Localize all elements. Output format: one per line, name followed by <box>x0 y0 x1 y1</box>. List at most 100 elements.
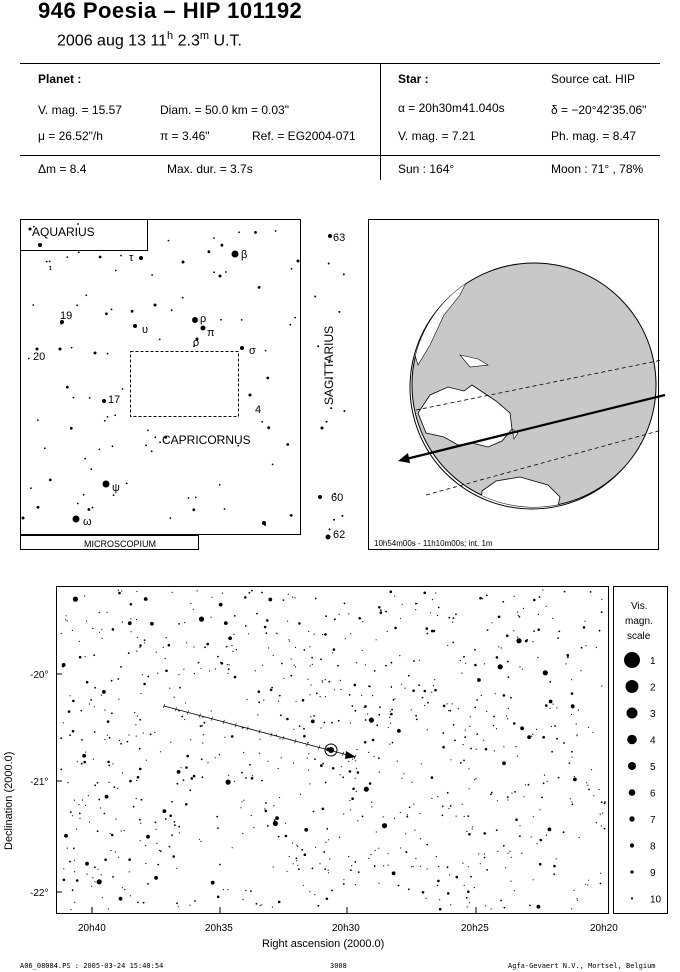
field-star <box>476 699 478 701</box>
field-star <box>146 836 149 838</box>
field-star <box>289 640 291 642</box>
field-star <box>571 803 574 806</box>
field-star <box>584 883 587 885</box>
table-bottom-rule <box>20 155 660 156</box>
field-star <box>293 664 295 666</box>
field-star <box>216 815 219 818</box>
field-star <box>279 714 282 717</box>
field-star <box>272 820 278 826</box>
constellation-star <box>262 521 266 525</box>
field-star <box>389 716 391 718</box>
field-star <box>233 633 235 635</box>
field-star <box>430 629 434 633</box>
field-star <box>100 874 102 876</box>
field-star <box>376 724 379 727</box>
field-star <box>94 881 96 883</box>
constellation-star <box>38 243 42 247</box>
field-star <box>157 672 159 674</box>
field-star <box>466 830 468 833</box>
field-star <box>222 889 224 891</box>
field-star <box>446 703 448 705</box>
field-star <box>104 794 109 799</box>
field-star <box>353 683 357 687</box>
field-star <box>65 619 67 621</box>
field-star <box>469 716 471 718</box>
field-star <box>385 610 388 613</box>
field-star <box>93 731 96 733</box>
field-star <box>364 664 366 666</box>
field-star <box>352 758 354 760</box>
constellation-star <box>317 345 320 348</box>
field-star <box>378 713 381 716</box>
field-star <box>497 664 503 670</box>
field-star <box>407 674 410 677</box>
field-star <box>235 649 237 651</box>
field-star <box>321 680 323 682</box>
field-star <box>381 823 388 829</box>
field-star <box>106 720 110 723</box>
field-star <box>94 866 96 869</box>
field-star <box>595 646 597 649</box>
field-star <box>468 788 470 790</box>
field-star <box>333 689 336 691</box>
field-star <box>516 638 522 644</box>
constellation-map: AQUARIUS CAPRICORNUS SAGITTARIUS MICROSC… <box>20 219 346 550</box>
x-axis: 20h40 20h35 20h30 20h25 20h20 Right asce… <box>78 907 618 950</box>
field-star <box>431 797 433 799</box>
field-star <box>472 826 474 828</box>
field-star <box>338 836 340 838</box>
magnitude-scale-dot <box>624 652 640 668</box>
field-star <box>258 752 260 754</box>
field-star <box>411 866 413 868</box>
constellation-star <box>231 250 239 258</box>
field-star <box>363 741 367 744</box>
field-star <box>357 820 359 822</box>
field-star <box>474 648 476 651</box>
field-star <box>513 630 515 632</box>
field-star <box>298 725 301 727</box>
field-star <box>87 795 89 797</box>
field-star <box>267 760 269 762</box>
field-star <box>110 850 112 852</box>
constellation-star <box>264 349 267 352</box>
field-star <box>65 615 67 617</box>
magnitude-scale-dot <box>626 707 638 719</box>
constellation-star <box>114 414 117 417</box>
field-star <box>576 734 578 736</box>
field-star <box>272 654 274 656</box>
field-star <box>132 805 135 808</box>
constellation-star <box>151 274 154 276</box>
star-label-rho: ρ <box>200 313 206 325</box>
field-star <box>517 614 519 616</box>
field-star <box>314 894 316 896</box>
field-star <box>468 833 471 836</box>
field-star <box>62 722 64 724</box>
constellation-star <box>218 274 222 278</box>
field-star <box>405 833 407 835</box>
field-star <box>303 649 306 651</box>
field-star <box>351 797 354 800</box>
field-star <box>279 796 281 799</box>
field-star <box>573 889 575 892</box>
field-star <box>299 793 302 795</box>
field-star <box>150 621 154 626</box>
field-star <box>394 595 396 597</box>
field-star <box>290 658 292 660</box>
field-star <box>264 808 266 810</box>
field-star <box>324 696 327 698</box>
field-star <box>129 895 131 897</box>
field-star <box>114 851 116 853</box>
field-star <box>364 705 367 708</box>
field-star <box>194 900 196 902</box>
field-star <box>164 658 166 660</box>
field-star <box>60 737 63 740</box>
field-star <box>494 693 496 695</box>
field-star <box>82 753 86 758</box>
field-star <box>507 707 509 710</box>
constellation-star <box>181 260 185 264</box>
field-star <box>542 736 544 739</box>
field-star <box>277 900 281 904</box>
field-star <box>337 664 339 667</box>
field-star <box>93 706 95 708</box>
moon-elongation: Moon : 71° , 78% <box>551 162 644 176</box>
